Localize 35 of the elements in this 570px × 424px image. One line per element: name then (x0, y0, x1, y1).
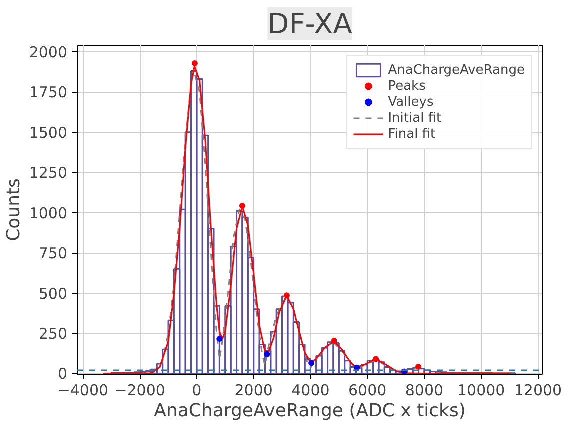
point (284, 292, 290, 299)
y-tick-label: 250 (38, 324, 68, 343)
y-tick-label: 1500 (29, 124, 68, 142)
point (264, 351, 270, 358)
y-tick-label: 0 (58, 365, 68, 384)
x-tick-label: 8000 (405, 382, 444, 400)
chart-title: DF-XA (268, 8, 352, 40)
y-tick-label: 2000 (29, 43, 68, 62)
y-tick-label: 1750 (29, 84, 68, 102)
point (416, 364, 422, 370)
y-tick-label: 500 (38, 284, 68, 303)
y-tick-label: 1000 (29, 204, 68, 222)
y-axis-title: Counts (3, 178, 24, 242)
y-tick-label: 1250 (29, 164, 68, 182)
x-tick-label: 4000 (292, 382, 330, 400)
point (192, 60, 198, 67)
legend-label: Peaks (388, 78, 427, 94)
legend-label: Final fit (388, 126, 437, 142)
x-tick-label: 12000 (514, 382, 562, 400)
y-tick-label: 750 (38, 244, 68, 263)
x-tick-label: 6000 (348, 382, 387, 400)
legend-label: AnaChargeAveRange (388, 62, 525, 78)
legend-label: Valleys (388, 94, 435, 110)
x-tick-label: −4000 (58, 382, 109, 400)
x-tick-label: −2000 (114, 382, 166, 400)
x-tick-label: 10000 (457, 382, 506, 400)
point (239, 203, 246, 210)
point (216, 336, 223, 342)
x-tick-label: 2000 (234, 382, 273, 400)
point (331, 338, 338, 344)
legend-label: Initial fit (388, 110, 443, 126)
point (308, 360, 315, 366)
point (373, 356, 380, 362)
x-axis-title: AnaChargeAveRange (ADC x ticks) (154, 400, 466, 422)
x-tick-label: 0 (192, 382, 202, 400)
